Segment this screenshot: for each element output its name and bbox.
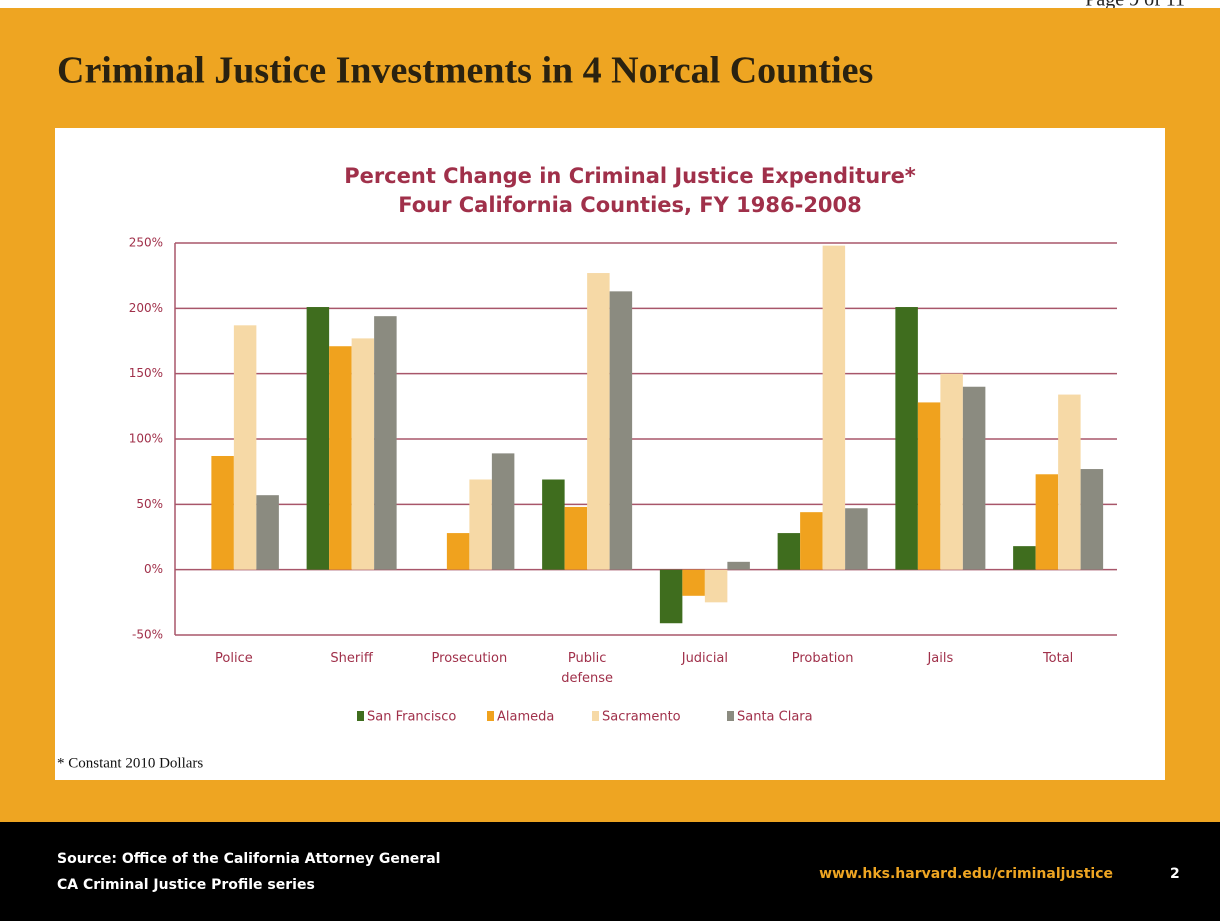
bar [917, 402, 941, 570]
y-tick-label: -50% [132, 628, 163, 642]
bar [962, 386, 986, 570]
bar [564, 506, 588, 570]
x-tick-label: Police [215, 651, 253, 666]
chart-title: Percent Change in Criminal Justice Expen… [344, 164, 916, 188]
bar [491, 453, 515, 570]
slide-title: Criminal Justice Investments in 4 Norcal… [57, 50, 873, 92]
y-tick-label: 150% [129, 366, 163, 380]
bar [727, 561, 750, 570]
bar [211, 455, 234, 570]
footer-source: CA Criminal Justice Profile series [57, 877, 315, 893]
bar [659, 569, 683, 624]
legend-marker [727, 711, 734, 721]
x-tick-label: Prosecution [432, 651, 508, 666]
bar [1035, 474, 1059, 570]
legend-label: San Francisco [367, 710, 456, 725]
bar [374, 316, 397, 570]
bar [469, 479, 492, 570]
y-tick-label: 0% [144, 562, 163, 576]
bar [1058, 394, 1081, 570]
bar [351, 338, 375, 570]
bar [256, 495, 279, 570]
legend-marker [357, 711, 364, 721]
x-tick-label: Sheriff [330, 651, 373, 666]
page-number: 2 [1170, 866, 1180, 882]
x-tick-label: Total [1042, 651, 1073, 666]
footnote: * Constant 2010 Dollars [57, 755, 203, 771]
bar [609, 291, 633, 570]
y-tick-label: 50% [136, 497, 163, 511]
bar [329, 346, 352, 570]
bar [542, 479, 565, 570]
chart-subtitle: Four California Counties, FY 1986-2008 [398, 193, 862, 217]
bar [845, 508, 868, 570]
x-tick-label: Jails [926, 651, 953, 666]
legend-label: Alameda [497, 710, 554, 725]
plot: -50% 0% 50% 100% 150% 200% 250% Police Sheriff Pr… [129, 236, 1117, 725]
bar [1080, 469, 1104, 570]
y-tick-label: 250% [129, 236, 163, 250]
legend-marker [592, 711, 599, 721]
bar [940, 373, 963, 570]
y-tick-label: 200% [129, 301, 163, 315]
footer-band [0, 822, 1220, 921]
bar [587, 273, 610, 570]
y-tick-label: 100% [129, 432, 163, 446]
x-tick-label: Judicial [681, 651, 728, 666]
bar [895, 307, 918, 570]
legend-marker [487, 711, 494, 721]
x-tick-label: Probation [792, 651, 854, 666]
bar [233, 325, 257, 570]
legend-label: Sacramento [602, 710, 681, 725]
footer-source: Source: Office of the California Attorne… [57, 851, 440, 867]
bar [446, 533, 470, 570]
x-tick-label: Public defense [561, 651, 613, 686]
bar [704, 569, 728, 603]
bar [1013, 546, 1036, 570]
bar [682, 569, 705, 596]
bar [822, 245, 846, 570]
page-header: Page 9 of 11 [1085, 0, 1185, 11]
legend-label: Santa Clara [737, 710, 813, 725]
bar [306, 307, 330, 570]
bar [800, 512, 823, 570]
footer-url: www.hks.harvard.edu/criminaljustice [819, 866, 1113, 882]
bar [777, 533, 801, 570]
